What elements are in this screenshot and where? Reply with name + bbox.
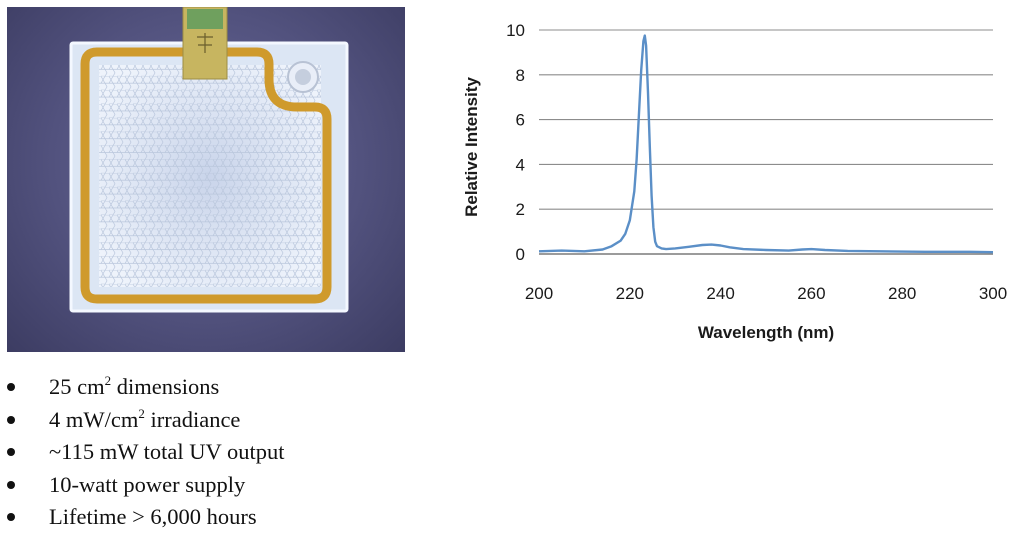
y-tick-label: 10 (506, 21, 525, 40)
bullet-lifetime: Lifetime > 6,000 hours (0, 503, 285, 536)
x-tick-label: 200 (525, 284, 553, 303)
lamp-photo (7, 7, 405, 352)
bullet-dot-icon (7, 480, 15, 489)
bullet-superscript: 2 (104, 373, 112, 388)
series-line (538, 34, 994, 254)
bullet-text: 4 mW/cm (49, 406, 139, 432)
bullet-dot-icon (7, 513, 15, 521)
bullet-text-tail: irradiance (144, 406, 241, 432)
y-tick-label: 2 (516, 200, 525, 219)
x-tick-labels: 200 220 240 260 280 300 (525, 284, 1007, 303)
bullet-text: Lifetime > 6,000 hours (49, 504, 257, 529)
x-tick-label: 280 (888, 284, 916, 303)
connector-tab-icon (182, 7, 228, 80)
bullet-dimensions: 25 cm2 dimensions (0, 373, 285, 406)
y-tick-label: 4 (516, 155, 525, 174)
bullet-text-tail: dimensions (111, 374, 220, 399)
mounting-hole-icon (287, 61, 319, 93)
y-tick-label: 6 (516, 111, 525, 130)
bullet-irradiance: 4 mW/cm2 irradiance (0, 406, 285, 439)
x-tick-label: 300 (979, 284, 1007, 303)
x-tick-label: 220 (616, 284, 644, 303)
y-axis-label: Relative Intensity (462, 77, 481, 217)
gridlines (539, 29, 993, 255)
x-tick-label: 260 (797, 284, 825, 303)
spec-bullet-list: 25 cm2 dimensions 4 mW/cm2 irradiance ~1… (0, 373, 285, 536)
y-tick-label: 0 (516, 245, 525, 264)
bullet-superscript: 2 (138, 405, 145, 421)
bullet-text: 10-watt power supply (49, 471, 246, 497)
spectrum-chart: 0 2 4 6 8 10 200 220 240 260 280 300 Relative Inte… (462, 21, 1007, 342)
bullet-dot-icon (7, 415, 15, 424)
bullet-text: ~115 mW total UV output (49, 439, 285, 464)
series-layer (538, 34, 994, 254)
electrode-trace (80, 47, 332, 304)
x-axis-label: Wavelength (nm) (698, 323, 834, 342)
bullet-uv-output: ~115 mW total UV output (0, 438, 285, 471)
bullet-dot-icon (7, 383, 15, 391)
y-tick-label: 8 (516, 66, 525, 85)
bullet-dot-icon (7, 448, 15, 456)
bullet-power-supply: 10-watt power supply (0, 471, 285, 504)
y-tick-labels: 0 2 4 6 8 10 (506, 21, 525, 264)
bullet-text: 25 cm (49, 374, 105, 399)
x-tick-label: 240 (706, 284, 734, 303)
